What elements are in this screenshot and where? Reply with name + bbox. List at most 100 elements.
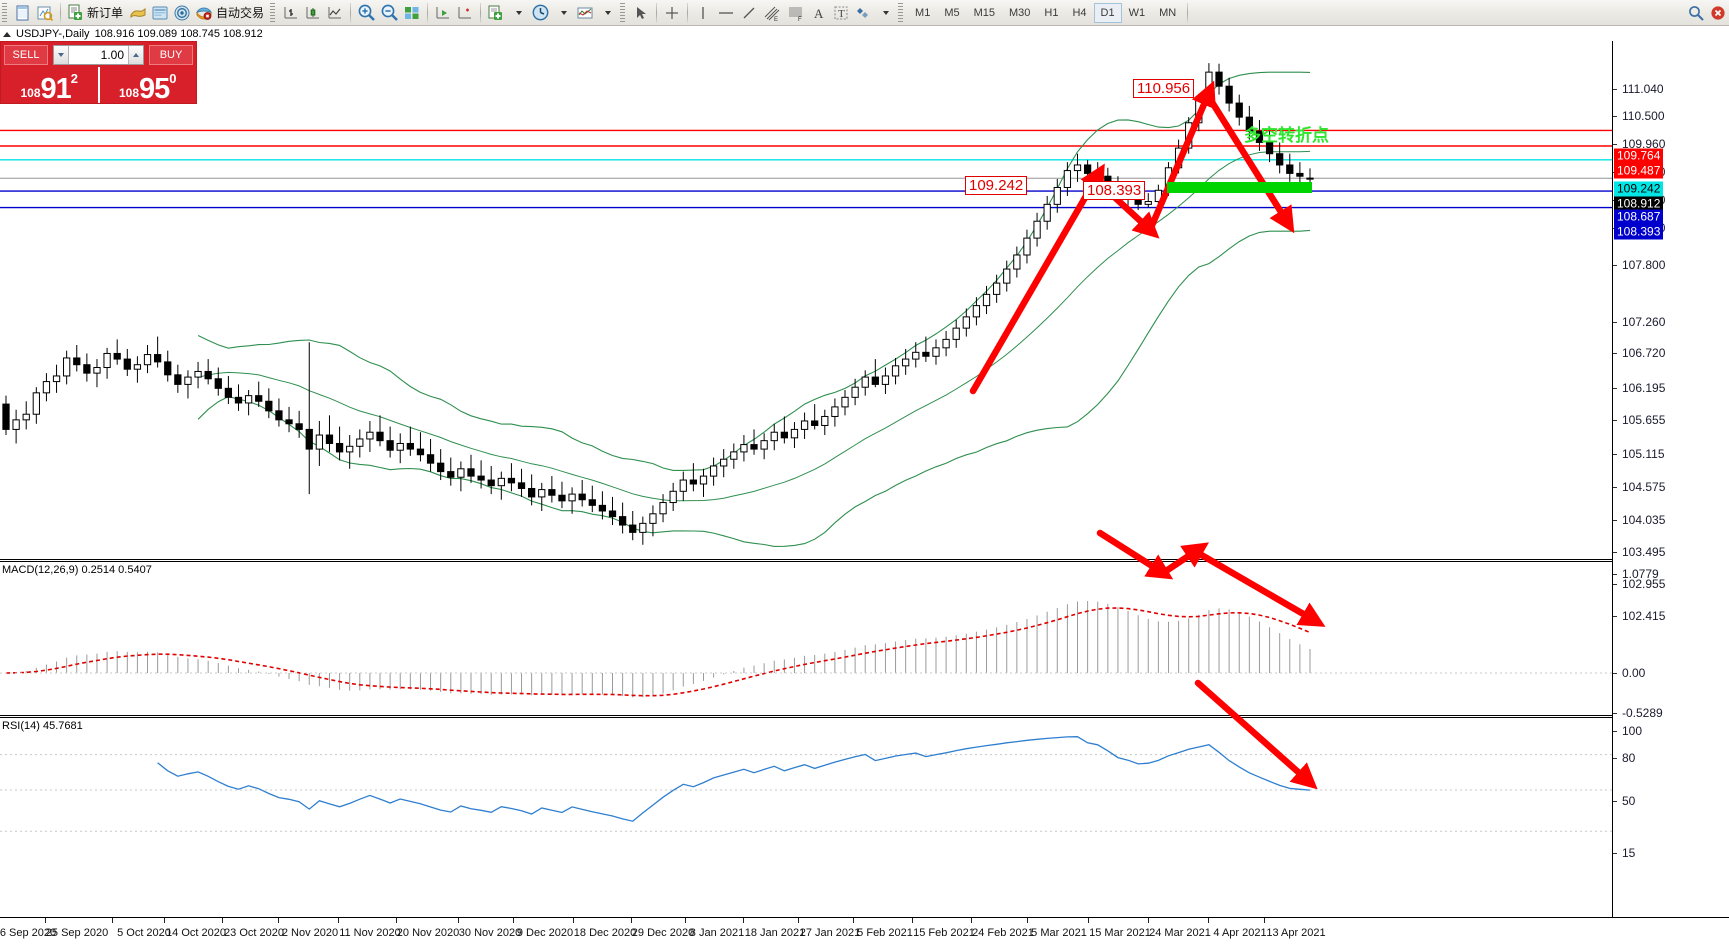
timeframe-w1[interactable]: W1 xyxy=(1128,6,1146,19)
new-chart-icon[interactable] xyxy=(12,1,34,25)
fibonacci-icon[interactable]: F xyxy=(784,1,808,25)
text-icon[interactable]: A xyxy=(808,1,830,25)
chevron-down-icon-4[interactable] xyxy=(874,1,896,25)
toolbar-separator-7 xyxy=(1187,2,1189,23)
timeframe-mn[interactable]: MN xyxy=(1159,6,1177,19)
date-gridmark xyxy=(112,918,113,923)
timeframe-m5[interactable]: M5 xyxy=(944,6,960,19)
profile-icon[interactable] xyxy=(34,1,56,25)
search-icon[interactable] xyxy=(1685,1,1707,25)
symbol-info-bar: USDJPY-,Daily 108.916 109.089 108.745 10… xyxy=(0,27,263,41)
macd-chart-svg xyxy=(0,601,1612,698)
equidistant-channel-icon[interactable]: E xyxy=(760,1,784,25)
toolbar-grip-3[interactable] xyxy=(620,2,626,23)
vertical-line-icon[interactable] xyxy=(692,1,714,25)
zoom-in-icon[interactable] xyxy=(355,1,378,25)
periods-icon[interactable] xyxy=(529,1,552,25)
candlestick-chart-icon[interactable] xyxy=(302,1,324,25)
bid-price[interactable]: 108 91 2 xyxy=(1,67,98,106)
ask-price-big: 95 xyxy=(139,73,170,106)
volume-increase-button[interactable] xyxy=(128,45,143,64)
date-gridmark xyxy=(45,918,46,923)
main-toolbar: 新订单 自动交易 xyxy=(0,0,1729,26)
ask-price-prefix: 108 xyxy=(118,86,140,100)
timeframe-d1[interactable]: D1 xyxy=(1093,2,1122,23)
volume-decrease-button[interactable] xyxy=(54,45,69,64)
indicators-icon[interactable] xyxy=(485,1,507,25)
volume-input[interactable]: 1.00 xyxy=(100,47,124,62)
price-level-tag: 109.764 xyxy=(1614,148,1664,164)
timeframe-m1[interactable]: M1 xyxy=(915,6,931,19)
cursor-icon[interactable] xyxy=(630,1,652,25)
date-gridmark xyxy=(1264,918,1265,923)
date-tick: 27 Jan 2021 xyxy=(799,927,861,939)
price-level-tag: 109.242 xyxy=(1614,181,1664,197)
chevron-down-icon-3[interactable] xyxy=(596,1,618,25)
sell-button[interactable]: SELL xyxy=(4,44,48,65)
collapse-triangle-icon[interactable] xyxy=(3,31,11,37)
date-tick: 2 Nov 2020 xyxy=(281,927,339,939)
toolbar-separator xyxy=(60,2,61,23)
date-gridmark xyxy=(1208,918,1209,923)
high-price-annotation: 110.956 xyxy=(1133,79,1195,98)
horizontal-line-icon[interactable] xyxy=(714,1,738,25)
toolbar-grip[interactable] xyxy=(2,2,7,23)
metaeditor-icon[interactable] xyxy=(127,1,149,25)
autotrading-button[interactable]: 自动交易 xyxy=(193,1,268,25)
date-axis[interactable]: 6 Sep 2020 25 Sep 2020 5 Oct 2020 14 Oct 20… xyxy=(0,917,1729,946)
rsi-pane[interactable] xyxy=(0,719,1612,870)
timeframe-m30[interactable]: M30 xyxy=(1009,6,1031,19)
buy-button[interactable]: BUY xyxy=(149,44,193,65)
bid-price-point: 2 xyxy=(70,71,79,86)
bar-chart-icon[interactable] xyxy=(280,1,302,25)
svg-text:F: F xyxy=(798,17,802,22)
date-gridmark xyxy=(743,918,744,923)
toolbar-grip-2[interactable] xyxy=(270,2,276,23)
timeframe-h1[interactable]: H1 xyxy=(1044,6,1059,19)
terminal-icon[interactable] xyxy=(149,1,171,25)
chevron-down-icon-2[interactable] xyxy=(552,1,574,25)
chevron-down-icon[interactable] xyxy=(507,1,529,25)
date-tick: 13 Apr 2021 xyxy=(1266,927,1326,939)
volume-stepper[interactable]: 1.00 xyxy=(53,44,144,65)
shapes-icon[interactable] xyxy=(852,1,874,25)
templates-icon[interactable] xyxy=(574,1,596,25)
price-tick: 105.655 xyxy=(1613,413,1665,427)
rsi-chart-svg xyxy=(0,736,1612,832)
zoom-out-icon[interactable] xyxy=(378,1,401,25)
ask-price[interactable]: 108 95 0 xyxy=(97,67,197,106)
price-pane[interactable] xyxy=(0,41,1612,559)
auto-scroll-icon[interactable] xyxy=(432,1,454,25)
market-watch-icon[interactable] xyxy=(171,1,193,25)
date-tick: 5 Feb 2021 xyxy=(857,927,913,939)
macd-pane[interactable] xyxy=(0,563,1612,715)
date-tick: 24 Feb 2021 xyxy=(972,927,1034,939)
date-tick: 9 Dec 2020 xyxy=(516,927,574,939)
price-tick: 104.575 xyxy=(1613,480,1665,494)
timeframe-h4[interactable]: H4 xyxy=(1072,6,1087,19)
toolbar-grip-4[interactable] xyxy=(898,2,904,23)
date-gridmark xyxy=(912,918,913,923)
svg-text:E: E xyxy=(774,17,778,22)
line-chart-icon[interactable] xyxy=(324,1,346,25)
trade-panel-controls: SELL 1.00 BUY xyxy=(1,42,196,67)
new-order-button[interactable]: 新订单 xyxy=(65,1,127,25)
close-icon[interactable] xyxy=(1707,1,1729,25)
chart-tile-icon[interactable] xyxy=(401,1,423,25)
toolbar-separator-2 xyxy=(350,2,352,23)
date-gridmark xyxy=(458,918,459,923)
trendline-icon[interactable] xyxy=(738,1,760,25)
bid-price-big: 91 xyxy=(40,73,72,106)
date-gridmark xyxy=(1148,918,1149,923)
crosshair-icon[interactable] xyxy=(661,1,683,25)
timeframe-m15[interactable]: M15 xyxy=(973,6,995,19)
chart-area[interactable]: MACD(12,26,9) 0.2514 0.5407 RSI(14) 45.7… xyxy=(0,41,1729,946)
price-axis[interactable]: 111.040110.500109.960109.420108.880108.3… xyxy=(1612,41,1729,946)
chart-shift-icon[interactable] xyxy=(454,1,476,25)
date-tick: 25 Sep 2020 xyxy=(45,927,109,939)
date-tick: 23 Oct 2020 xyxy=(224,927,284,939)
svg-text:T: T xyxy=(838,8,845,20)
new-order-label: 新订单 xyxy=(87,6,124,20)
pane-separator-macd xyxy=(0,559,1729,562)
text-label-icon[interactable]: T xyxy=(830,1,852,25)
